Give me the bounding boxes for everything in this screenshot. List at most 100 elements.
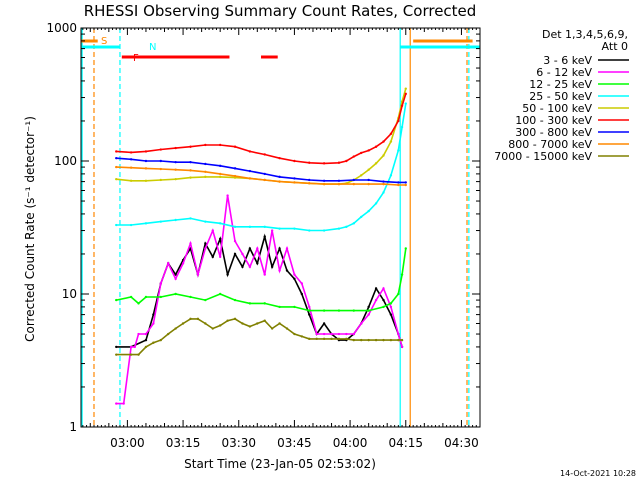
series-1-point-5: [144, 332, 148, 336]
series-4-point-22: [389, 140, 393, 143]
series-7-point-7: [218, 172, 222, 176]
series-7-point-20: [404, 183, 407, 187]
series-2-point-23: [404, 247, 407, 250]
y-tick-label-3: 1000: [46, 21, 77, 35]
series-3-point-13: [308, 229, 311, 232]
series-1-point-33: [352, 332, 356, 336]
series-7-point-16: [352, 182, 356, 186]
series-7-point-5: [189, 169, 192, 172]
series-6-point-19: [397, 181, 400, 184]
series-1-point-38: [389, 305, 393, 309]
series-3-point-7: [218, 222, 222, 225]
series-3-point-20: [374, 202, 378, 205]
timestamp: 14-Oct-2021 10:28: [560, 469, 636, 478]
series-7-point-15: [337, 182, 341, 186]
series-1-point-3: [133, 345, 137, 349]
series-6-point-6: [204, 162, 207, 166]
series-2-point-7: [204, 298, 207, 302]
legend-label-7: 800 - 7000 keV: [508, 138, 592, 151]
series-1-point-24: [285, 247, 289, 250]
series-0-point-15: [241, 265, 244, 269]
series-3-point-15: [337, 227, 341, 230]
series-8-point-15: [233, 317, 237, 321]
series-4-point-25: [404, 87, 407, 90]
series-3-point-4: [174, 218, 177, 222]
series-5-point-14: [322, 162, 326, 165]
series-8-point-0: [115, 353, 118, 356]
series-8-point-21: [278, 322, 281, 325]
series-6-point-18: [382, 180, 385, 183]
series-line-6: [116, 157, 406, 184]
plot-content: S NF: [81, 28, 480, 427]
series-3-point-10: [263, 225, 266, 229]
x-tick-label-5: 04:15: [388, 436, 423, 450]
legend-label-5: 100 - 300 keV: [515, 114, 592, 127]
series-1-point-32: [345, 332, 348, 336]
series-4-point-0: [115, 177, 118, 181]
series-1-point-30: [330, 332, 333, 336]
series-5-point-20: [374, 145, 378, 148]
series-6-point-7: [218, 164, 222, 168]
series-3-point-14: [322, 229, 326, 232]
series-6-point-11: [278, 175, 281, 179]
series-3-point-11: [278, 227, 281, 230]
legend-label-3: 25 - 50 keV: [529, 90, 592, 103]
series-2-point-8: [218, 292, 222, 296]
series-2-point-3: [144, 295, 148, 299]
series-3-point-2: [144, 222, 148, 225]
series-4-point-6: [204, 175, 207, 179]
series-1-point-26: [300, 282, 304, 285]
series-6-point-3: [159, 159, 162, 163]
series-4-point-1: [129, 179, 133, 182]
y-axis-label: Corrected Count Rate (s⁻¹ detector⁻¹): [23, 116, 37, 342]
series-8-point-32: [360, 338, 363, 342]
series-6-point-12: [293, 177, 296, 180]
series-5-point-3: [159, 148, 162, 151]
series-0-point-20: [278, 247, 281, 250]
series-1-point-16: [226, 194, 229, 197]
series-8-point-5: [159, 338, 162, 342]
series-3-point-18: [360, 215, 363, 219]
series-7-point-0: [115, 165, 118, 169]
series-1-point-9: [174, 277, 177, 281]
series-8-point-4: [152, 341, 155, 344]
series-8-point-10: [196, 317, 200, 321]
series-6-point-13: [308, 178, 311, 182]
series-line-7: [116, 166, 406, 186]
series-2-point-5: [174, 292, 177, 296]
series-3-point-23: [397, 149, 400, 152]
series-5-point-11: [278, 156, 281, 160]
flag-f-label: F: [133, 53, 139, 64]
series-2-point-13: [293, 305, 296, 309]
flag-s-label: S: [101, 36, 107, 47]
series-1-point-4: [137, 332, 140, 336]
series-1-point-10: [181, 262, 185, 265]
series-8-point-35: [382, 338, 385, 342]
series-6-point-20: [404, 181, 407, 184]
series-3-point-17: [352, 222, 356, 225]
series-2-point-20: [389, 302, 393, 305]
series-2-point-1: [129, 295, 133, 299]
series-8-point-9: [189, 317, 192, 321]
series-3-point-6: [204, 220, 207, 223]
series-8-point-23: [293, 332, 296, 336]
series-0-point-23: [300, 292, 304, 296]
x-tick-label-1: 03:15: [166, 436, 201, 450]
series-5-point-2: [144, 150, 148, 153]
series-7-point-11: [278, 180, 281, 183]
series-3-point-9: [248, 225, 252, 229]
series-5-point-5: [189, 145, 192, 148]
series-1-point-23: [278, 269, 281, 272]
series-2-point-14: [308, 309, 311, 312]
series-1-point-20: [256, 247, 259, 250]
series-5-point-10: [263, 153, 266, 156]
series-1-point-11: [189, 242, 192, 245]
series-5-point-17: [352, 155, 356, 158]
series-4-point-4: [174, 177, 177, 181]
series-2-point-11: [263, 302, 266, 305]
series-8-point-36: [389, 338, 393, 342]
series-1-point-15: [218, 255, 222, 259]
legend-label-6: 300 - 800 keV: [515, 126, 592, 139]
series-6-point-9: [248, 169, 252, 173]
series-5-point-12: [293, 159, 296, 163]
